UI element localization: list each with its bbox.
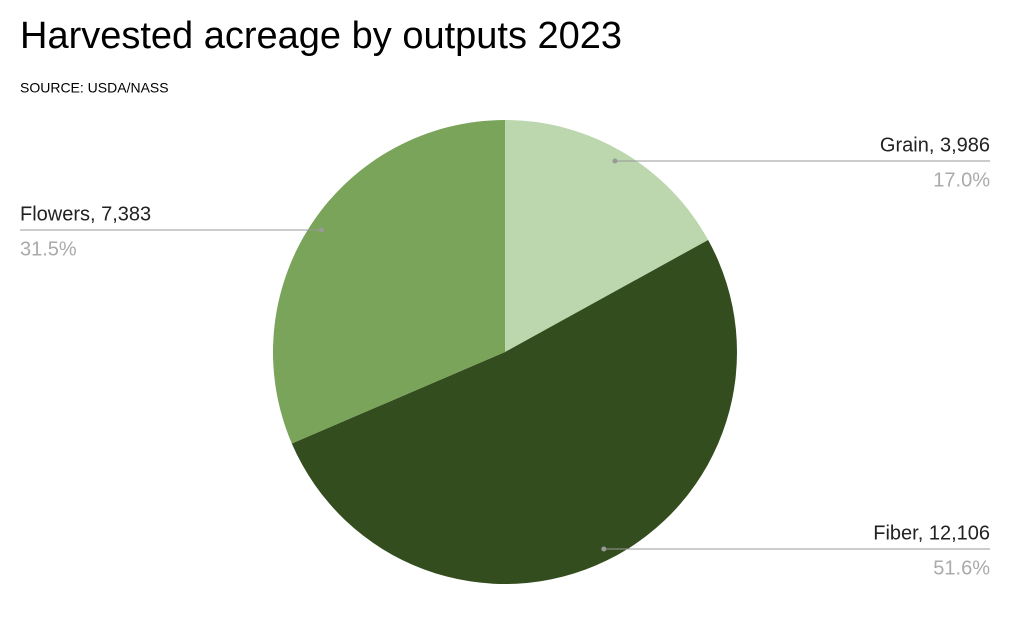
leader-dot <box>601 546 607 552</box>
leader-dot <box>318 227 324 233</box>
pie-slice <box>273 120 505 444</box>
data-label: Fiber, 12,106 <box>873 522 990 544</box>
data-label: Flowers, 7,383 <box>20 203 151 225</box>
leader-dot <box>612 158 618 164</box>
data-label: Grain, 3,986 <box>880 134 990 156</box>
pie-slice <box>505 120 709 352</box>
percent-label: 31.5% <box>20 238 77 260</box>
percent-label: 17.0% <box>933 169 990 191</box>
chart-title: Harvested acreage by outputs 2023 <box>20 15 622 57</box>
percent-label: 51.6% <box>933 557 990 579</box>
chart-subtitle: SOURCE: USDA/NASS <box>20 80 169 96</box>
pie-slice <box>291 239 738 585</box>
